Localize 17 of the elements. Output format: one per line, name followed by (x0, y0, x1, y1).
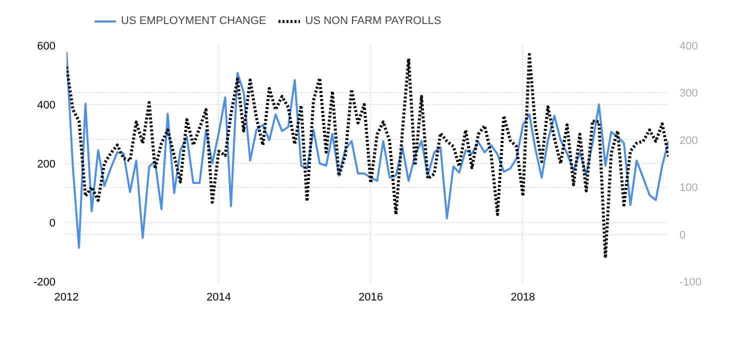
y2-tick-label: 100 (680, 182, 698, 194)
x-tick-label: 2018 (510, 292, 536, 304)
y2-tick-label: 400 (680, 40, 698, 52)
y2-tick-label: -100 (680, 276, 702, 288)
legend-label: US NON FARM PAYROLLS (305, 15, 442, 27)
y-tick-label: 200 (37, 158, 56, 170)
y2-tick-label: 200 (680, 134, 698, 147)
legend-label: US EMPLOYMENT CHANGE (121, 15, 266, 27)
y-tick-label: 600 (37, 40, 56, 52)
y-tick-label: -200 (33, 276, 56, 288)
y-tick-label: 0 (49, 218, 56, 230)
y-tick-label: 400 (37, 100, 56, 112)
x-tick-label: 2016 (358, 292, 383, 304)
x-tick-label: 2014 (206, 292, 231, 304)
x-tick-label: 2012 (54, 292, 79, 304)
y2-tick-label: 0 (680, 229, 686, 242)
y2-tick-label: 300 (680, 88, 698, 100)
